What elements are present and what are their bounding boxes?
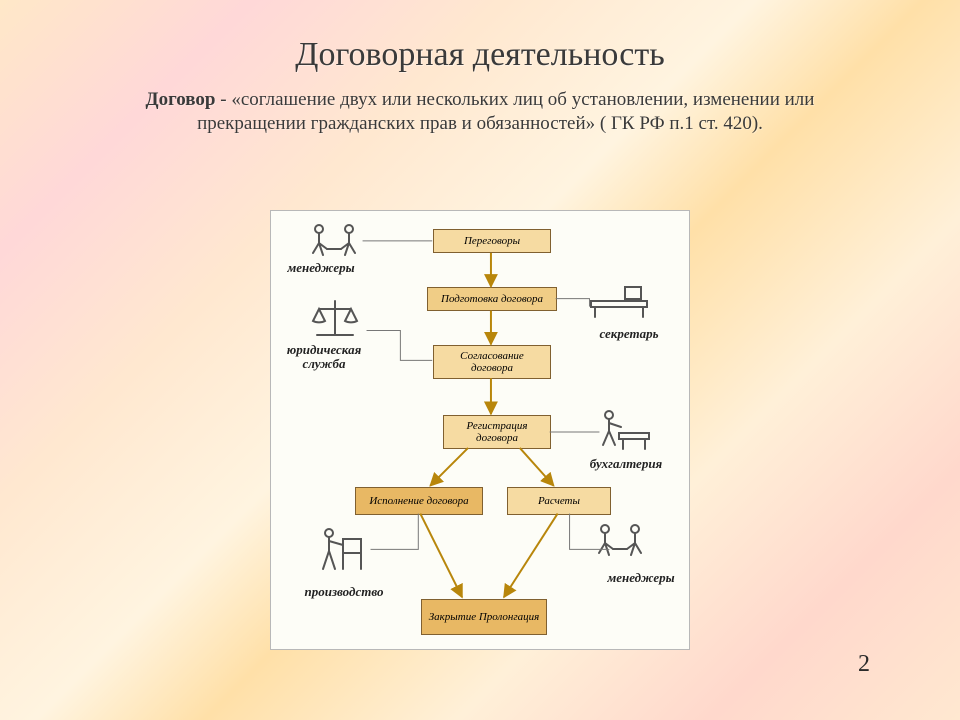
handshake-icon — [591, 521, 649, 561]
handshake-icon — [305, 221, 363, 261]
flow-node-n5: Исполнение договора — [355, 487, 483, 515]
role-label-r1: менеджеры — [281, 261, 361, 275]
worker-icon — [313, 525, 369, 577]
role-label-r6: менеджеры — [601, 571, 681, 585]
role-label-r3: юридическая служба — [279, 343, 369, 372]
definition-term: Договор — [146, 89, 216, 110]
role-label-r5: производство — [299, 585, 389, 599]
flow-node-n7: Закрытие Пролонгация — [421, 599, 547, 635]
flow-node-n2: Подготовка договора — [427, 287, 557, 311]
flow-node-n4: Регистрация договора — [443, 415, 551, 449]
deskperson-icon — [589, 407, 653, 455]
definition-text: Договор - «соглашение двух или нескольки… — [0, 74, 960, 136]
desk-icon — [587, 281, 651, 321]
scales-icon — [307, 297, 363, 341]
page-title: Договорная деятельность — [0, 0, 960, 74]
flow-node-n3: Согласование договора — [433, 345, 551, 379]
flowchart: Переговоры Подготовка договора Согласовани… — [270, 210, 690, 650]
flow-node-n1: Переговоры — [433, 229, 551, 253]
page-number: 2 — [858, 651, 870, 678]
definition-body: - «соглашение двух или нескольких лиц об… — [197, 89, 814, 134]
role-label-r4: бухгалтерия — [581, 457, 671, 471]
flow-node-n6: Расчеты — [507, 487, 611, 515]
role-label-r2: секретарь — [589, 327, 669, 341]
